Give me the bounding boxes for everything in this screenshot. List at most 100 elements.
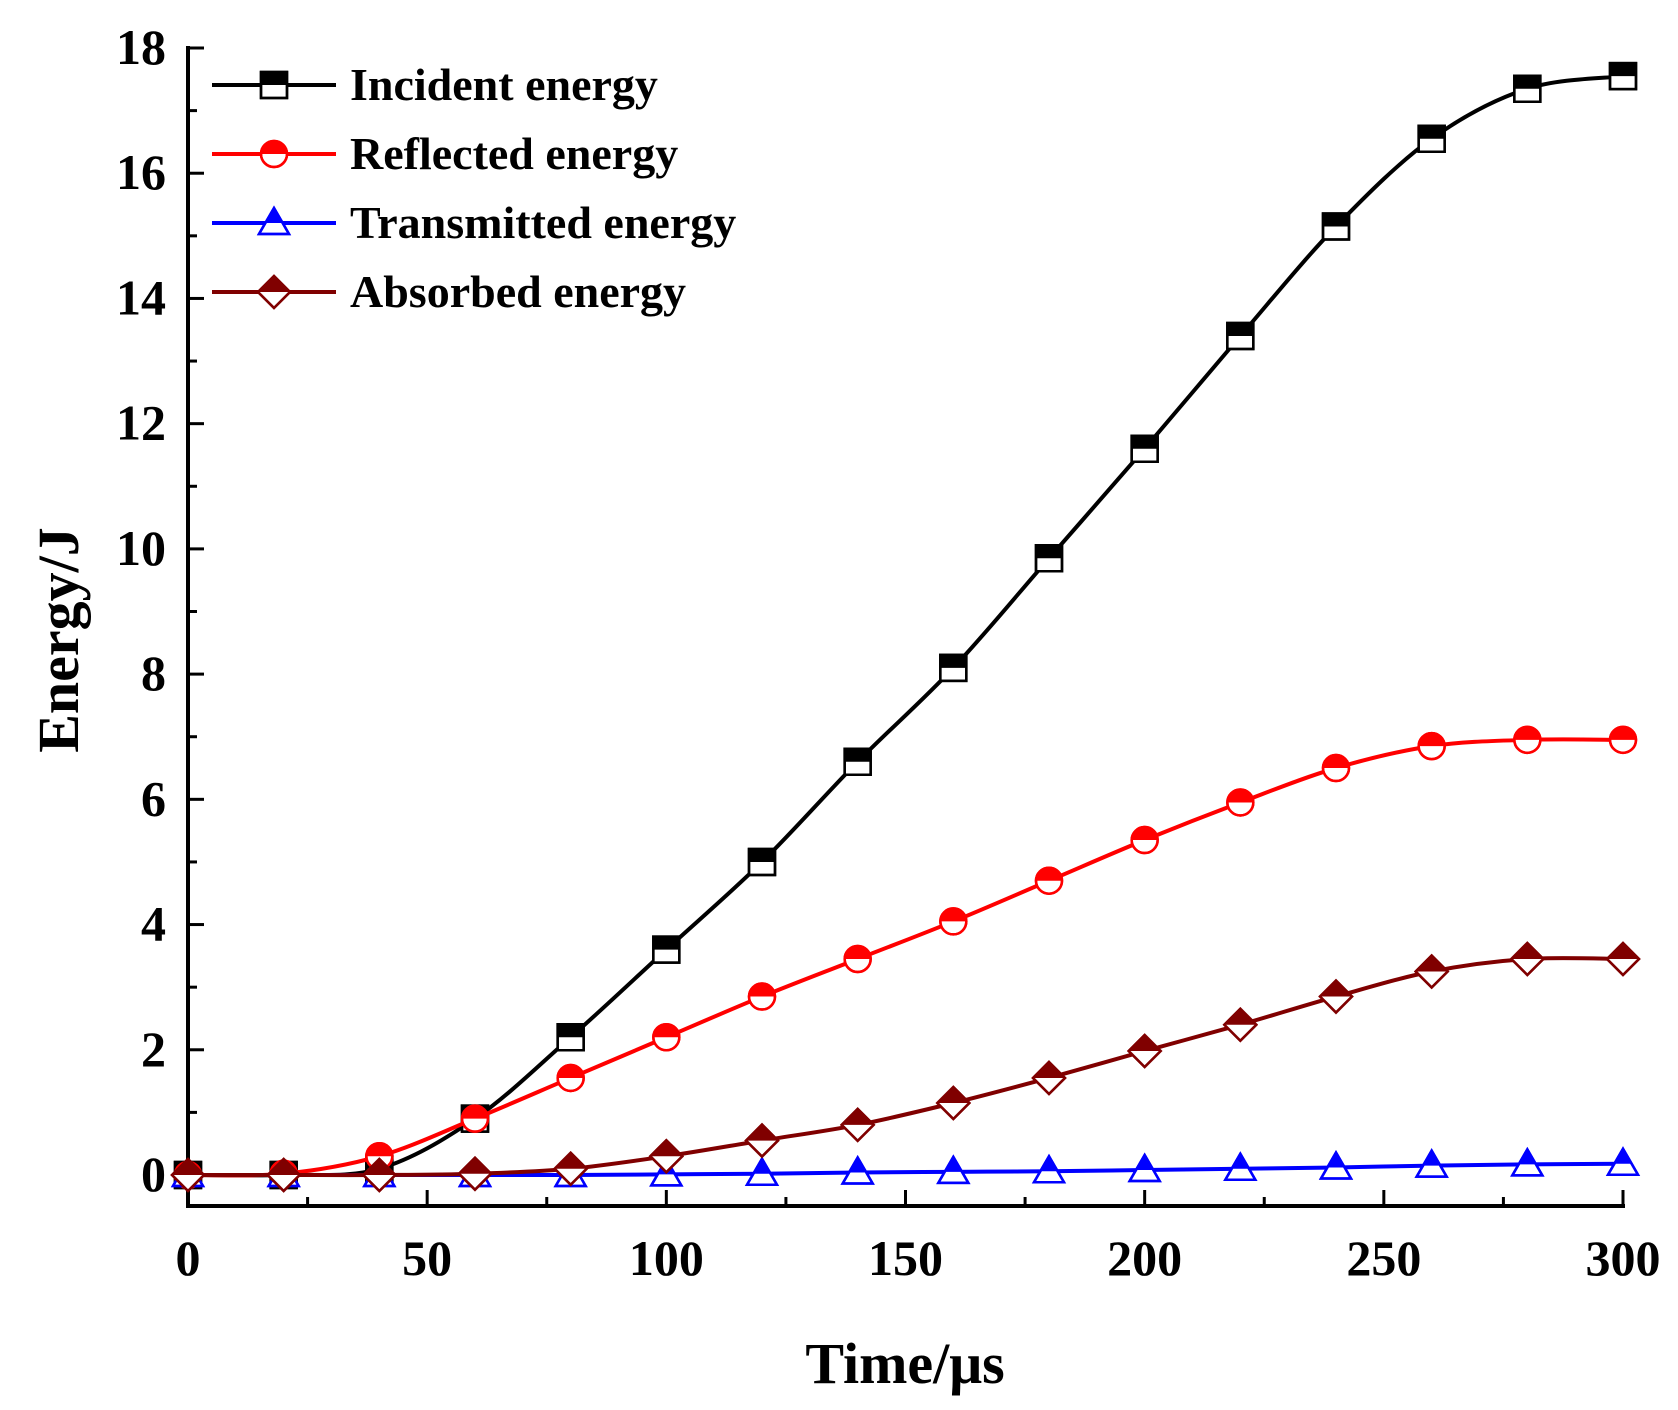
marker-outline: [1414, 1148, 1449, 1178]
circle-marker: [1034, 866, 1064, 895]
marker-outline: [1417, 124, 1446, 154]
marker-outline: [1034, 544, 1064, 573]
marker-outline: [939, 907, 968, 936]
triangle-marker: [1414, 1148, 1449, 1178]
marker-top-half: [265, 208, 283, 223]
square-marker: [747, 847, 777, 877]
circle-marker: [843, 944, 872, 974]
marker-top-half: [1227, 789, 1254, 803]
circle-marker: [652, 1023, 681, 1052]
circle-marker: [556, 1063, 585, 1093]
y-tick-label: 14: [116, 269, 166, 325]
triangle-marker: [1510, 1146, 1545, 1177]
marker-outline: [552, 1150, 589, 1187]
series-line: [188, 956, 1624, 1178]
triangle-marker: [936, 1154, 971, 1185]
marker-outline: [1605, 941, 1641, 977]
marker-top-half: [1511, 942, 1544, 959]
circle-marker: [1513, 725, 1542, 755]
marker-outline: [1413, 953, 1450, 990]
triangle-marker: [1223, 1151, 1258, 1181]
marker-outline: [649, 1156, 684, 1187]
marker-outline: [556, 1063, 585, 1093]
marker-top-half: [844, 748, 871, 762]
legend-label: Reflected energy: [350, 128, 678, 179]
marker-outline: [170, 1157, 206, 1193]
marker-top-half: [1320, 980, 1352, 997]
y-tick-label: 12: [116, 395, 166, 451]
diamond-marker: [1509, 941, 1546, 977]
x-tick-label: 100: [629, 1230, 704, 1286]
triangle-marker: [840, 1154, 875, 1185]
marker-top-half: [1131, 827, 1158, 841]
triangle-marker: [256, 205, 292, 236]
marker-outline: [839, 1107, 876, 1143]
triangle-marker: [1127, 1152, 1162, 1183]
y-tick-label: 16: [116, 144, 166, 200]
circle-marker: [1130, 825, 1159, 855]
marker-top-half: [746, 1124, 778, 1141]
legend-label: Absorbed energy: [350, 266, 686, 317]
marker-top-half: [258, 276, 290, 292]
marker-top-half: [1327, 1152, 1345, 1168]
marker-outline: [840, 1154, 875, 1185]
diamond-marker: [1126, 1033, 1163, 1069]
marker-outline: [256, 274, 292, 310]
marker-outline: [1608, 725, 1638, 755]
marker-top-half: [1136, 1154, 1154, 1170]
diamond-marker: [1222, 1006, 1259, 1043]
square-marker: [1321, 212, 1351, 241]
circle-marker: [1226, 788, 1255, 817]
marker-top-half: [1128, 1035, 1161, 1052]
marker-outline: [747, 982, 777, 1011]
marker-top-half: [650, 1140, 683, 1157]
diamond-marker: [1318, 978, 1354, 1015]
legend-item: Incident energy: [212, 59, 658, 110]
diamond-marker: [457, 1155, 493, 1192]
marker-outline: [457, 1155, 493, 1192]
marker-outline: [259, 70, 289, 100]
marker-top-half: [1323, 755, 1349, 769]
plot-area: [170, 61, 1641, 1193]
marker-outline: [1318, 1149, 1354, 1180]
marker-top-half: [1323, 213, 1349, 227]
marker-outline: [1034, 866, 1064, 895]
marker-outline: [460, 1104, 490, 1133]
marker-outline: [1031, 1153, 1067, 1184]
marker-top-half: [1610, 726, 1636, 740]
marker-outline: [556, 1023, 585, 1052]
diamond-marker: [361, 1157, 398, 1193]
marker-outline: [652, 935, 681, 964]
marker-outline: [1605, 1146, 1641, 1176]
marker-outline: [1130, 825, 1159, 855]
marker-outline: [256, 205, 292, 236]
marker-outline: [936, 1154, 971, 1185]
diamond-marker: [839, 1107, 876, 1143]
circle-marker: [939, 907, 968, 936]
marker-top-half: [844, 945, 871, 959]
x-tick-label: 200: [1107, 1230, 1182, 1286]
marker-top-half: [1418, 733, 1445, 747]
marker-top-half: [363, 1159, 396, 1175]
marker-outline: [265, 1157, 302, 1193]
circle-marker: [1417, 731, 1446, 761]
circle-marker: [1321, 753, 1351, 783]
marker-outline: [939, 653, 968, 683]
marker-outline: [1513, 74, 1542, 103]
marker-top-half: [1033, 1061, 1065, 1078]
marker-top-half: [1231, 1153, 1249, 1169]
legend: Incident energy Reflected energy Transmitt…: [212, 59, 736, 317]
marker-top-half: [1610, 63, 1636, 77]
legend-label: Transmitted energy: [350, 197, 736, 248]
legend-item: Transmitted energy: [212, 197, 736, 248]
marker-outline: [259, 139, 289, 169]
marker-top-half: [940, 654, 967, 668]
marker-outline: [935, 1085, 972, 1121]
marker-top-half: [937, 1087, 970, 1103]
marker-top-half: [172, 1159, 204, 1175]
marker-top-half: [753, 1158, 771, 1174]
marker-top-half: [261, 72, 287, 85]
square-marker: [652, 935, 681, 964]
triangle-marker: [1318, 1149, 1354, 1180]
square-marker: [1034, 544, 1064, 573]
